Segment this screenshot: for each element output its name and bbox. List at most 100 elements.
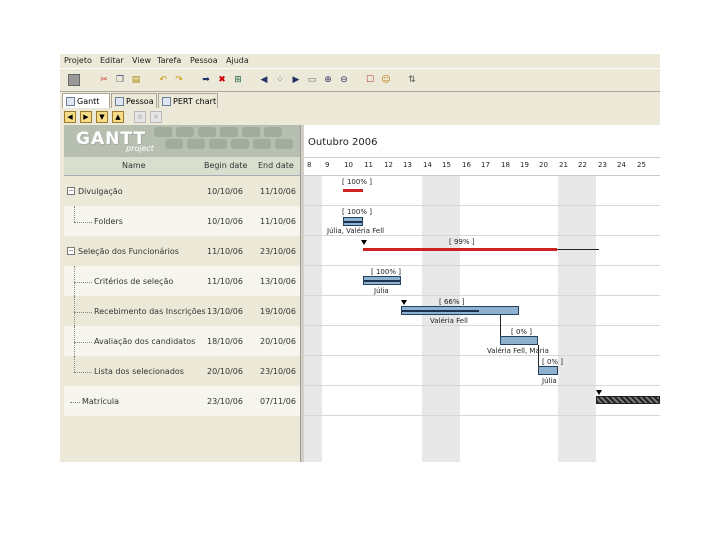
undo-icon[interactable]: ↶	[159, 75, 167, 85]
new-icon[interactable]	[68, 74, 80, 86]
indent-icon[interactable]: ➡	[202, 75, 210, 85]
move-left-icon[interactable]: ◀	[64, 111, 76, 123]
day-label: 20	[539, 161, 548, 169]
tab-pessoa[interactable]: Pessoa	[111, 93, 157, 108]
task-name: Critérios de seleção	[94, 277, 174, 286]
paste-icon[interactable]: ▤	[131, 75, 141, 85]
menu-ajuda[interactable]: Ajuda	[226, 56, 249, 65]
delete-icon[interactable]: ✖	[218, 75, 226, 85]
main-toolbar: ✂ ❐ ▤ ↶ ↷ ➡ ✖ ⊞ ◀ ⁘ ▶ ▭ ⊕ ⊖ ☐ ☺ ⇅	[60, 68, 660, 92]
refresh-icon[interactable]: ⇅	[408, 75, 416, 85]
summary-bar-divulgacao[interactable]	[343, 189, 363, 192]
dependency-arrow	[500, 315, 501, 336]
task-end: 13/10/06	[260, 277, 296, 286]
ganttproject-logo: GANTT project	[64, 125, 300, 157]
next-icon[interactable]: ▶	[292, 75, 300, 85]
zoom-out-icon[interactable]: ⊖	[340, 75, 348, 85]
move-up-icon[interactable]: ▲	[112, 111, 124, 123]
day-label: 24	[617, 161, 626, 169]
task-table: GANTT project Name Begin date End date −…	[64, 125, 300, 462]
properties-icon[interactable]: ☐	[365, 75, 375, 85]
tab-gantt[interactable]: Gantt	[62, 93, 110, 108]
task-end: 23/10/06	[260, 367, 296, 376]
day-header: 8 9 10 11 12 13 14 15 16 17 18 19 20 21 …	[304, 157, 660, 176]
resource-label: Valéria Fell, Maria	[487, 347, 549, 355]
task-bar-matricula[interactable]	[596, 396, 660, 404]
month-label: Outubro 2006	[308, 137, 378, 148]
tab-pessoa-label: Pessoa	[126, 97, 154, 106]
task-begin: 10/10/06	[207, 217, 243, 226]
percent-label: [ 100% ]	[342, 178, 372, 186]
day-label: 9	[325, 161, 330, 169]
day-label: 12	[384, 161, 393, 169]
tab-gantt-label: Gantt	[77, 97, 100, 106]
percent-label: [ 0% ]	[542, 358, 564, 366]
task-bar-lista[interactable]	[538, 366, 558, 375]
collapse-toggle-icon[interactable]: −	[67, 187, 75, 195]
day-label: 8	[307, 161, 312, 169]
col-name-header[interactable]: Name	[122, 161, 146, 170]
task-bar-criterios[interactable]	[363, 276, 401, 285]
prev-icon[interactable]: ◀	[260, 75, 268, 85]
task-begin: 10/10/06	[207, 187, 243, 196]
table-row[interactable]: Avaliação dos candidatos 18/10/06 20/10/…	[64, 326, 300, 356]
redo-icon[interactable]: ↷	[175, 75, 183, 85]
col-end-header[interactable]: End date	[258, 161, 294, 170]
task-begin: 11/10/06	[207, 247, 243, 256]
table-row[interactable]: Lista dos selecionados 20/10/06 23/10/06	[64, 356, 300, 386]
menu-projeto[interactable]: Projeto	[64, 56, 92, 65]
milestone-marker-icon	[401, 300, 407, 305]
move-right-icon[interactable]: ▶	[80, 111, 92, 123]
collapse-toggle-icon[interactable]: −	[67, 247, 75, 255]
task-bar-folders[interactable]	[343, 217, 363, 226]
table-row[interactable]: − Seleção dos Funcionários 11/10/06 23/1…	[64, 236, 300, 266]
cut-icon[interactable]: ✂	[100, 75, 108, 85]
dependency-arrow	[538, 345, 539, 366]
day-label: 13	[403, 161, 412, 169]
menu-tarefa[interactable]: Tarefa	[157, 56, 182, 65]
day-label: 22	[578, 161, 587, 169]
table-row[interactable]: Folders 10/10/06 11/10/06	[64, 206, 300, 236]
collapse-icon[interactable]: ▭	[307, 75, 317, 85]
zoom-in-icon[interactable]: ⊕	[324, 75, 332, 85]
table-row[interactable]: Matrícula 23/10/06 07/11/06	[64, 386, 300, 416]
task-name: Avaliação dos candidatos	[94, 337, 196, 346]
task-end: 07/11/06	[260, 397, 296, 406]
gantt-chart: Outubro 2006 8 9 10 11 12 13 14 15 16 17…	[304, 125, 660, 462]
percent-label: [ 99% ]	[449, 238, 475, 246]
menu-view[interactable]: View	[132, 56, 151, 65]
task-begin: 20/10/06	[207, 367, 243, 376]
table-row[interactable]: − Divulgação 10/10/06 11/10/06	[64, 176, 300, 206]
resource-label: Júlia	[542, 377, 557, 385]
move-down-icon[interactable]: ▼	[96, 111, 108, 123]
logo-sub: project	[126, 144, 154, 153]
link-icon[interactable]: ⊞	[234, 75, 242, 85]
day-label: 11	[364, 161, 373, 169]
table-row[interactable]: Critérios de seleção 11/10/06 13/10/06	[64, 266, 300, 296]
unlink-icon[interactable]: ⁘	[276, 75, 284, 85]
copy-icon[interactable]: ❐	[115, 75, 125, 85]
col-begin-header[interactable]: Begin date	[204, 161, 248, 170]
table-row[interactable]: Recebimento das Inscrições 13/10/06 19/1…	[64, 296, 300, 326]
day-label: 23	[598, 161, 607, 169]
pane-splitter[interactable]	[300, 125, 305, 462]
weekend-shade	[304, 175, 322, 462]
tab-pert[interactable]: PERT chart	[158, 93, 218, 108]
menu-pessoa[interactable]: Pessoa	[190, 56, 218, 65]
gantt-tab-icon	[66, 97, 75, 106]
task-name: Recebimento das Inscrições	[94, 307, 206, 316]
task-bar-avaliacao[interactable]	[500, 336, 538, 345]
tab-pert-label: PERT chart	[173, 97, 217, 106]
resource-label: Júlia, Valéria Fell	[327, 227, 385, 235]
summary-bar-selecao[interactable]	[363, 248, 557, 251]
unlink-tasks-icon[interactable]: ✕	[150, 111, 162, 123]
task-begin: 13/10/06	[207, 307, 243, 316]
link-tasks-icon[interactable]: ⊘	[134, 111, 146, 123]
pert-tab-icon	[162, 97, 171, 106]
task-bar-recebimento[interactable]	[401, 306, 519, 315]
milestone-marker-icon	[596, 390, 602, 395]
menu-editar[interactable]: Editar	[100, 56, 124, 65]
task-begin: 18/10/06	[207, 337, 243, 346]
assign-icon[interactable]: ☺	[381, 75, 391, 85]
day-label: 25	[637, 161, 646, 169]
